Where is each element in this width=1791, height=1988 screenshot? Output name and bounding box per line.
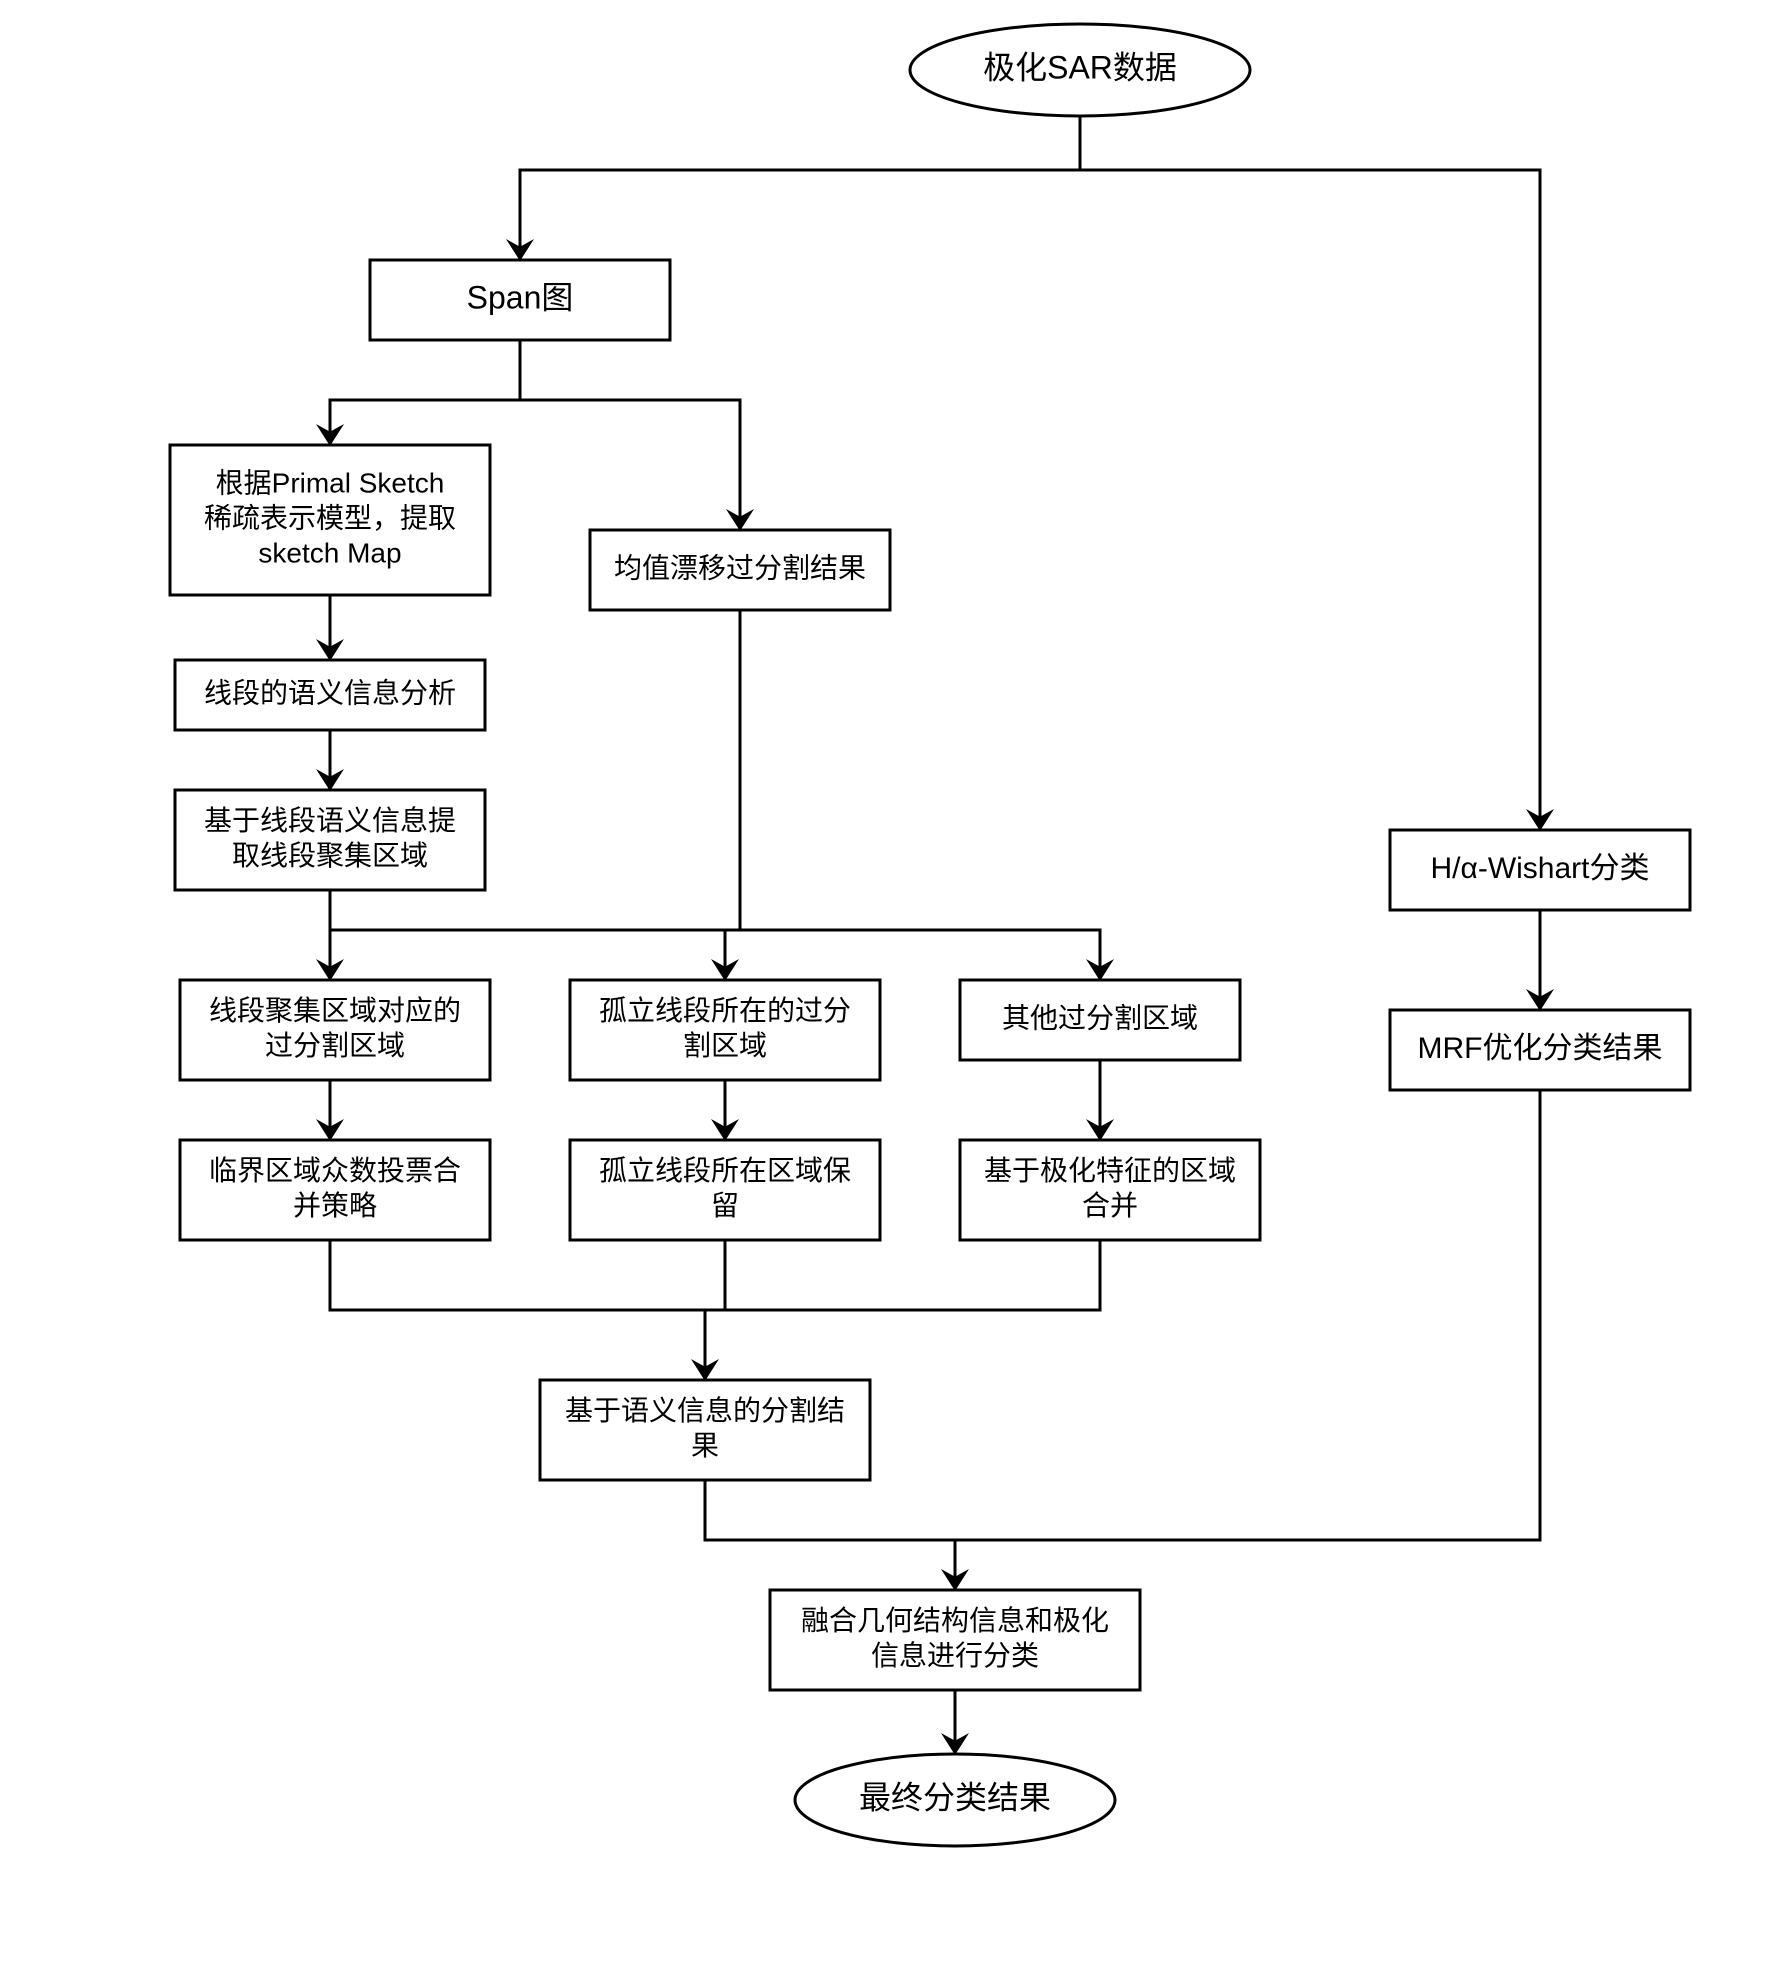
node-label: MRF优化分类结果 xyxy=(1418,1032,1663,1065)
node-meanshift: 均值漂移过分割结果 xyxy=(590,530,890,610)
node-label: 并策略 xyxy=(293,1190,377,1221)
node-extract: 基于线段语义信息提取线段聚集区域 xyxy=(175,790,485,890)
edge xyxy=(330,890,725,980)
node-label: 根据Primal Sketch xyxy=(216,467,445,498)
node-label: 果 xyxy=(691,1430,719,1461)
node-segres: 基于语义信息的分割结果 xyxy=(540,1380,870,1480)
node-label: 过分割区域 xyxy=(265,1030,405,1061)
node-final: 最终分类结果 xyxy=(795,1754,1115,1846)
edge xyxy=(705,1240,1100,1310)
node-label: 孤立线段所在的过分 xyxy=(599,995,851,1026)
node-label: 孤立线段所在区域保 xyxy=(599,1155,851,1186)
edge xyxy=(520,116,1080,260)
node-la: 线段聚集区域对应的过分割区域 xyxy=(180,980,490,1080)
edge xyxy=(330,340,520,445)
node-label: 割区域 xyxy=(683,1030,767,1061)
edges-layer xyxy=(330,116,1540,1754)
node-label: H/α-Wishart分类 xyxy=(1430,852,1649,885)
node-label: 基于语义信息的分割结 xyxy=(565,1395,845,1426)
node-label: 基于线段语义信息提 xyxy=(204,805,456,836)
node-label: 合并 xyxy=(1082,1190,1138,1221)
node-hwishart: H/α-Wishart分类 xyxy=(1390,830,1690,910)
node-span: Span图 xyxy=(370,260,670,340)
node-label: 最终分类结果 xyxy=(859,1779,1051,1815)
nodes-layer: 极化SAR数据 Span图根据Primal Sketch 稀疏表示模型，提取 sket… xyxy=(170,24,1690,1846)
edge xyxy=(1080,116,1540,830)
flowchart-canvas: 极化SAR数据 Span图根据Primal Sketch 稀疏表示模型，提取 sket… xyxy=(0,0,1791,1988)
node-label: 线段的语义信息分析 xyxy=(204,677,456,708)
node-ma: 临界区域众数投票合并策略 xyxy=(180,1140,490,1240)
node-label: 其他过分割区域 xyxy=(1002,1002,1198,1033)
node-mb: 孤立线段所在区域保留 xyxy=(570,1140,880,1240)
node-label: 临界区域众数投票合 xyxy=(209,1155,461,1186)
node-semline: 线段的语义信息分析 xyxy=(175,660,485,730)
node-label: 极化SAR数据 xyxy=(983,49,1177,85)
node-mrf: MRF优化分类结果 xyxy=(1390,1010,1690,1090)
edge xyxy=(330,1240,705,1380)
node-start: 极化SAR数据 xyxy=(910,24,1250,116)
node-label: 基于极化特征的区域 xyxy=(984,1155,1236,1186)
node-label: Span图 xyxy=(467,279,574,315)
node-label: 取线段聚集区域 xyxy=(232,840,428,871)
edge xyxy=(705,1480,955,1590)
node-label: sketch Map xyxy=(258,537,401,568)
node-label: 信息进行分类 xyxy=(871,1640,1039,1671)
node-fuse: 融合几何结构信息和极化信息进行分类 xyxy=(770,1590,1140,1690)
node-label: 线段聚集区域对应的 xyxy=(209,995,461,1026)
node-lc: 其他过分割区域 xyxy=(960,980,1240,1060)
node-lb: 孤立线段所在的过分割区域 xyxy=(570,980,880,1080)
edge xyxy=(520,340,740,530)
node-mc: 基于极化特征的区域合并 xyxy=(960,1140,1260,1240)
node-label: 留 xyxy=(711,1190,739,1221)
node-label: 稀疏表示模型，提取 xyxy=(204,502,456,533)
node-label: 融合几何结构信息和极化 xyxy=(801,1605,1109,1636)
node-primal: 根据Primal Sketch 稀疏表示模型，提取 sketch Map xyxy=(170,445,490,595)
edge xyxy=(330,890,1100,980)
node-label: 均值漂移过分割结果 xyxy=(614,552,866,583)
